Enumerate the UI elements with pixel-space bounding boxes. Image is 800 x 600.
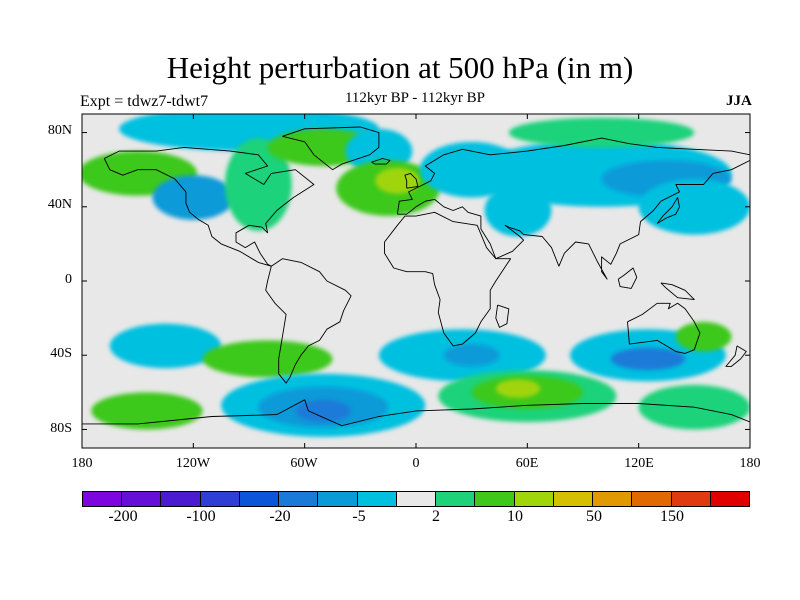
colorbar-swatch [514,492,554,506]
lon-tick-120e: 120E [624,456,654,471]
colorbar-label: 150 [660,508,684,525]
season-label: JJA [726,93,752,109]
coastline-borneo [617,267,638,289]
coastline-south-america [265,258,352,384]
chart-title: Height perturbation at 500 hPa (in m) [166,50,634,85]
colorbar-swatch [357,492,397,506]
colorbar-swatch [318,492,358,506]
anomaly-region-yellow-green [495,379,541,398]
anomaly-region-deep-blue [295,399,352,423]
lat-tick-40s: 40S [50,346,72,361]
colorbar-swatch [396,492,437,506]
colorbar-swatch [436,492,476,506]
colorbar-label: 50 [586,508,602,525]
anomaly-region-lime [675,321,732,352]
colorbar-label: 10 [507,508,523,525]
tickmarks [81,114,751,448]
lat-tick-80s: 80S [50,421,72,436]
anomaly-region-mid-blue [152,175,235,220]
coastline-japan [656,197,680,224]
lon-tick-180e: 180 [739,456,761,471]
coastline-new-guinea [660,282,695,301]
anomaly-region-light-blue [109,323,222,369]
coastline-eurasia [396,137,750,280]
colorbar-label: -200 [108,508,138,525]
colorbar-swatch [279,492,319,506]
chart-subtitle: 112kyr BP - 112kyr BP [344,90,485,106]
colorbar-label: -20 [269,508,291,525]
coastline-new-zealand [725,345,747,367]
coastline-british-isles [404,172,419,189]
coastline-australia [627,302,701,354]
colorbar-swatch [475,492,515,506]
lon-tick-60w: 60W [290,456,318,471]
coastline-madagascar [495,304,510,328]
coastline-greenland [282,126,380,171]
anomaly-layer [82,114,750,437]
anomaly-region-lime [202,340,333,378]
lat-tick-40n: 40N [47,197,72,212]
anomaly-region-deep-blue [610,347,686,371]
coastline-africa [384,211,512,347]
colorbar-label: -5 [352,508,366,525]
coastline-antarctica-edge [82,399,750,427]
colorbar-label: 2 [432,508,440,525]
colorbar [82,491,750,507]
lon-tick-60e: 60E [515,456,539,471]
anomaly-region-mid-blue [443,344,500,367]
anomaly-region-green [508,117,695,148]
colorbar-label: -100 [186,508,216,525]
colorbar-swatch [593,492,633,506]
colorbar-swatch [632,492,672,506]
anomaly-region-green [224,138,292,231]
lon-tick-180w: 180 [71,456,93,471]
colorbar-swatch [200,492,240,506]
colorbar-swatch [239,492,280,506]
coastline-iceland [371,158,391,165]
anomaly-region-light-blue [638,178,750,235]
colorbar-swatch [553,492,594,506]
lat-tick-0: 0 [65,272,72,287]
coastline-north-america [103,146,315,267]
colorbar-swatch [161,492,201,506]
lon-tick-120w: 120W [175,456,211,471]
coastline-layer [82,126,750,427]
experiment-label: Expt = tdwz7-tdwt7 [80,93,209,110]
colorbar-swatch [710,492,749,506]
colorbar-swatch [671,492,711,506]
colorbar-swatch [83,492,123,506]
lat-tick-80n: 80N [47,123,72,138]
lon-tick-0: 0 [412,456,420,471]
colorbar-swatch [122,492,162,506]
